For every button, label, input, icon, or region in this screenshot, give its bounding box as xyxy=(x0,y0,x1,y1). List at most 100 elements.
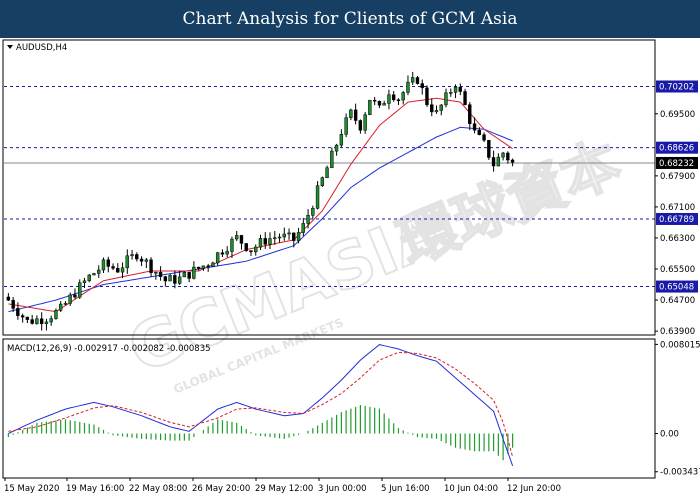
candle xyxy=(225,246,229,258)
candle xyxy=(11,297,15,312)
candle xyxy=(92,272,96,276)
macd-tick-label: -0.003437 xyxy=(660,468,700,478)
candle xyxy=(139,256,144,267)
candle xyxy=(301,217,305,236)
symbol-dropdown-icon[interactable] xyxy=(7,45,13,49)
candle xyxy=(68,292,72,306)
candle xyxy=(206,263,210,272)
candle xyxy=(387,89,391,110)
price-tick-label: 0.67900 xyxy=(660,172,695,182)
candle xyxy=(415,76,420,85)
candle xyxy=(82,277,87,288)
time-tick-label: 3 Jun 00:00 xyxy=(318,484,367,494)
candle xyxy=(363,111,367,134)
candle xyxy=(244,243,248,252)
symbol-label: AUDUSD,H4 xyxy=(16,43,67,53)
candle xyxy=(425,85,429,107)
candle xyxy=(410,71,415,85)
candle xyxy=(249,250,253,257)
candle xyxy=(230,236,234,258)
macd-tick-label: 0.008015 xyxy=(660,340,700,350)
candle xyxy=(220,249,225,258)
candle xyxy=(168,273,172,282)
candle xyxy=(420,79,424,95)
level-price-label: 0.66789 xyxy=(659,215,694,225)
price-tick-label: 0.65500 xyxy=(660,265,695,275)
candle xyxy=(439,104,443,116)
candle xyxy=(391,91,396,102)
candle xyxy=(263,232,267,249)
candle xyxy=(120,262,125,279)
current-price-tag xyxy=(656,156,698,169)
macd-panel-frame xyxy=(2,338,656,479)
price-tick-label: 0.69500 xyxy=(660,110,695,120)
candle xyxy=(296,227,301,244)
price-tick-label: 0.67100 xyxy=(660,203,695,213)
candle xyxy=(101,257,106,274)
candle xyxy=(510,158,515,167)
level-price-tag xyxy=(656,141,698,154)
candle xyxy=(349,108,353,121)
candle xyxy=(330,147,334,169)
macd-axis: 0.008015 0.00 -0.003437 xyxy=(654,339,700,478)
level-price-tag xyxy=(656,280,698,293)
candle xyxy=(130,250,134,260)
candle xyxy=(320,176,325,188)
candle xyxy=(39,312,44,331)
candle xyxy=(315,181,320,210)
candle xyxy=(111,263,115,271)
candle xyxy=(239,234,244,250)
chart-canvas: GCMASIA 環球資本 GLOBAL CAPITAL MARKETS 0.69… xyxy=(2,39,700,494)
candle xyxy=(406,75,410,96)
candle xyxy=(344,113,348,138)
candle xyxy=(487,139,491,160)
candle xyxy=(158,266,163,281)
candle xyxy=(87,274,91,283)
candle xyxy=(49,315,53,326)
candle xyxy=(258,234,263,251)
candle xyxy=(78,279,82,299)
macd-indicator xyxy=(7,344,514,466)
candle xyxy=(430,98,434,117)
candle xyxy=(125,249,129,274)
candle xyxy=(477,127,481,136)
watermark: GCMASIA 環球資本 GLOBAL CAPITAL MARKETS xyxy=(118,127,631,397)
candle xyxy=(339,129,344,148)
time-tick-label: 22 May 08:00 xyxy=(129,484,187,494)
candle xyxy=(368,99,372,116)
candle xyxy=(453,84,458,99)
candle xyxy=(334,143,339,156)
level-price-label: 0.70202 xyxy=(659,83,694,93)
candle xyxy=(196,266,201,271)
candle xyxy=(311,205,315,219)
candle xyxy=(482,132,486,143)
level-price-tag xyxy=(656,80,698,93)
candle xyxy=(353,103,358,125)
candle xyxy=(35,315,39,325)
candle xyxy=(449,88,453,97)
time-tick-label: 10 Jun 04:00 xyxy=(444,484,498,494)
level-price-label: 0.68626 xyxy=(659,144,694,154)
candle xyxy=(372,97,377,106)
candle xyxy=(16,302,20,320)
candle xyxy=(273,231,277,245)
candle xyxy=(63,301,68,306)
candle xyxy=(268,232,272,250)
candle xyxy=(444,88,448,108)
candle xyxy=(154,271,158,280)
time-tick-label: 26 May 20:00 xyxy=(192,484,250,494)
page-title: Chart Analysis for Clients of GCM Asia xyxy=(0,0,700,38)
watermark-cn: 環球資本 xyxy=(389,128,630,278)
candle xyxy=(144,257,149,269)
time-tick-label: 12 Jun 20:00 xyxy=(507,484,561,494)
candle xyxy=(458,83,462,96)
candle xyxy=(163,275,168,287)
candle xyxy=(177,270,182,285)
time-tick-label: 29 May 12:00 xyxy=(255,484,313,494)
candle xyxy=(192,261,196,280)
candle xyxy=(287,228,291,240)
candle xyxy=(468,102,472,131)
candle xyxy=(358,119,363,134)
time-tick-label: 5 Jun 16:00 xyxy=(381,484,430,494)
candle xyxy=(506,151,510,164)
